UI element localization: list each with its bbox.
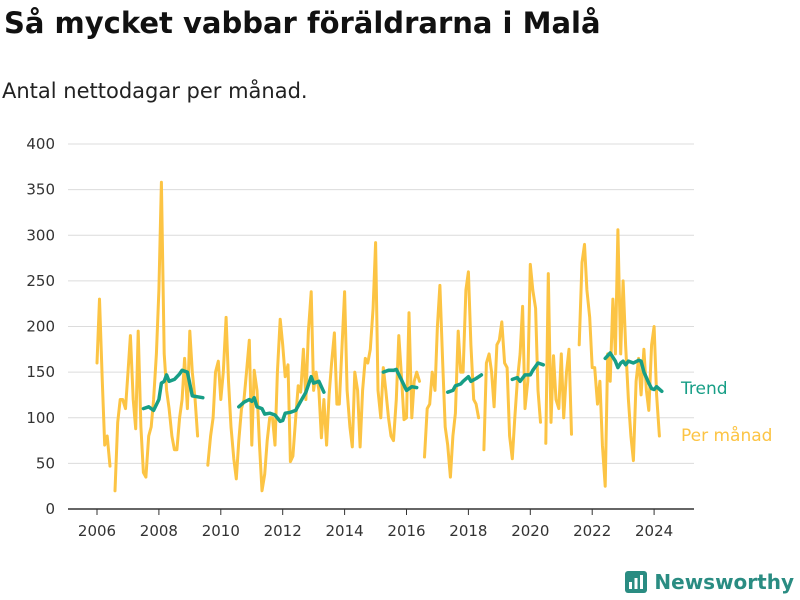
x-tick-label: 2008 [140, 522, 178, 540]
x-tick-label: 2006 [78, 522, 116, 540]
x-tick-label: 2024 [635, 522, 673, 540]
series-line-trend [141, 368, 205, 413]
series-label-per-manad: Per månad [681, 425, 772, 446]
series-line-per-manad [482, 262, 542, 461]
y-tick-label: 200 [26, 318, 55, 336]
chart-title: Så mycket vabbar föräldrarna i Malå [4, 6, 601, 40]
x-tick-label: 2010 [202, 522, 240, 540]
y-tick-label: 50 [36, 454, 55, 472]
series-line-per-manad [423, 270, 481, 479]
bar-chart-icon [625, 571, 648, 593]
y-tick-label: 400 [26, 135, 55, 153]
series-line-per-manad [577, 228, 661, 488]
x-tick-label: 2022 [573, 522, 611, 540]
y-tick-label: 150 [26, 363, 55, 381]
y-tick-label: 0 [45, 500, 55, 518]
chart-subtitle: Antal nettodagar per månad. [2, 79, 308, 103]
x-tick-label: 2014 [326, 522, 364, 540]
series-line-trend [381, 367, 419, 393]
series-line-trend [445, 373, 484, 394]
series-label-trend: Trend [680, 379, 728, 399]
y-tick-label: 250 [26, 272, 55, 290]
series-line-trend [603, 351, 664, 394]
y-tick-label: 350 [26, 181, 55, 199]
series-line-trend [510, 361, 546, 384]
x-tick-label: 2018 [449, 522, 487, 540]
series-line-trend [237, 374, 326, 424]
y-tick-label: 100 [26, 409, 55, 427]
series-line-per-manad [544, 272, 573, 445]
brand-logo: Newsworthy [624, 570, 794, 594]
brand-name: Newsworthy [654, 570, 794, 594]
y-tick-label: 300 [26, 226, 55, 244]
x-tick-label: 2016 [387, 522, 425, 540]
series-line-per-manad [113, 180, 200, 493]
x-tick-label: 2020 [511, 522, 549, 540]
x-tick-label: 2012 [264, 522, 302, 540]
series-line-per-manad [95, 297, 112, 468]
series-line-per-manad [206, 241, 421, 493]
